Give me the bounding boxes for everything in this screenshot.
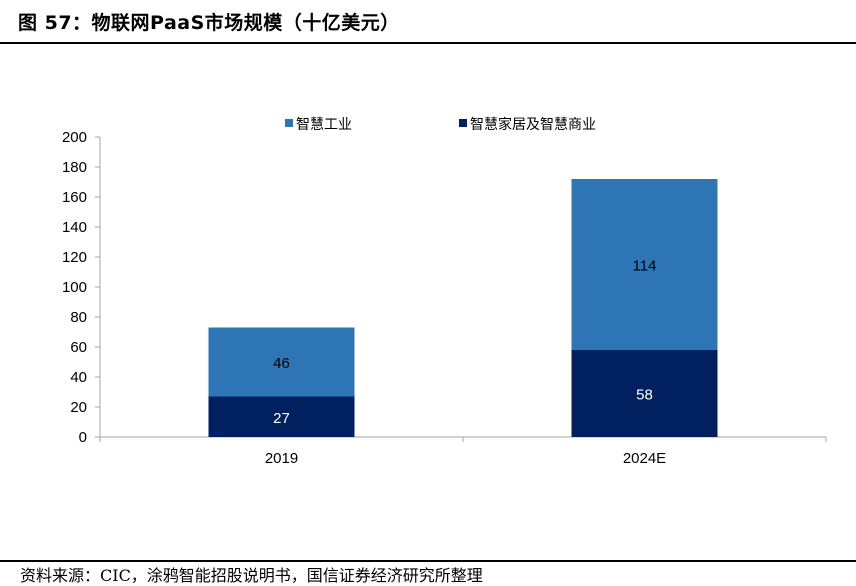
y-tick-label: 40 xyxy=(70,369,87,386)
figure-title: 图 57：物联网PaaS市场规模（十亿美元） xyxy=(18,12,400,34)
legend-label: 智慧工业 xyxy=(296,117,352,133)
x-tick-label: 2024E xyxy=(623,450,666,467)
y-tick-label: 100 xyxy=(62,279,87,296)
stacked-bar-chart: 0 20 40 60 80 100 120 140 160 180 200 27 46 2019 58 114… xyxy=(62,116,827,467)
legend-swatch xyxy=(459,119,467,127)
legend-label: 智慧家居及智慧商业 xyxy=(470,116,596,133)
bar-data-label: 27 xyxy=(273,410,290,427)
y-tick-label: 120 xyxy=(62,249,87,266)
y-tick-label: 140 xyxy=(62,219,87,236)
figure-header: 图 57：物联网PaaS市场规模（十亿美元） xyxy=(0,0,856,44)
bar-data-label: 46 xyxy=(273,355,290,372)
bar-data-label: 58 xyxy=(636,387,653,404)
x-tick-label: 2019 xyxy=(265,450,298,467)
y-tick-label: 0 xyxy=(79,429,87,446)
source-note: 资料来源：CIC，涂鸦智能招股说明书，国信证券经济研究所整理 xyxy=(20,566,483,585)
bar-home-1 xyxy=(571,350,718,437)
title-divider xyxy=(0,42,856,44)
source-divider xyxy=(0,560,856,562)
legend-swatch xyxy=(285,119,293,127)
bar-industrial-1 xyxy=(571,179,718,350)
y-tick-label: 200 xyxy=(62,129,87,146)
y-tick-label: 80 xyxy=(70,309,87,326)
y-tick-label: 60 xyxy=(70,339,87,356)
bar-industrial-0 xyxy=(208,327,355,397)
y-tick-label: 180 xyxy=(62,159,87,176)
bar-data-label: 114 xyxy=(633,258,657,275)
y-tick-label: 20 xyxy=(70,399,87,416)
y-tick-label: 160 xyxy=(62,189,87,206)
bar-home-0 xyxy=(208,396,355,437)
